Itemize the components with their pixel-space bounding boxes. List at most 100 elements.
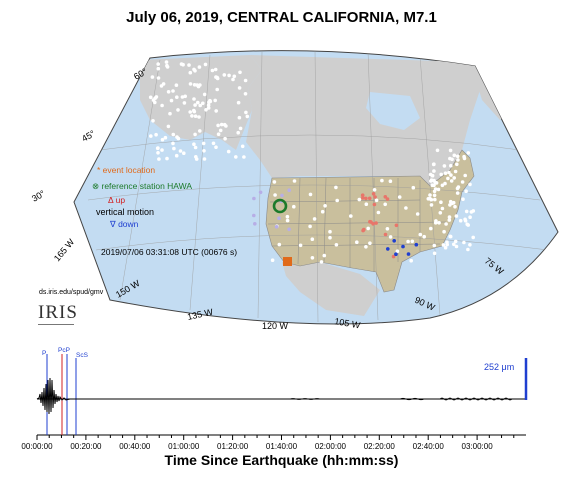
station-dot (310, 255, 315, 260)
station-dot (429, 197, 434, 202)
station-dot (157, 157, 161, 161)
station-dot (197, 65, 202, 69)
station-dot (222, 73, 227, 77)
station-dot (192, 142, 196, 146)
station-dot (148, 95, 153, 100)
station-dot (442, 229, 446, 234)
station-dot (174, 153, 179, 158)
station-dot (182, 151, 186, 155)
station-dot (406, 252, 411, 256)
station-dot (383, 202, 388, 207)
station-dot (175, 95, 179, 99)
station-dot (468, 243, 472, 247)
station-dot (428, 193, 432, 197)
station-dot (223, 136, 227, 141)
station-dot (391, 254, 396, 259)
event-location-marker (283, 257, 292, 266)
station-dot (202, 149, 206, 153)
station-dot (208, 98, 212, 103)
station-dot (456, 158, 460, 162)
iris-logo: IRIS (38, 302, 78, 323)
station-dot (312, 217, 317, 221)
station-dot (258, 190, 263, 195)
station-dot (180, 95, 185, 99)
station-dot (372, 188, 377, 192)
lat-label-30: 30° (30, 188, 47, 204)
legend-down: ∇ down (110, 219, 138, 230)
station-dot (429, 203, 434, 207)
station-dot (206, 103, 211, 107)
time-tick-label: 00:20:00 (70, 442, 102, 450)
station-dot (464, 189, 468, 193)
station-dot (214, 109, 218, 113)
station-dot (243, 92, 248, 96)
station-dot (308, 224, 312, 229)
station-dot (455, 162, 459, 167)
station-dot (361, 196, 365, 200)
station-dot (434, 219, 438, 223)
station-dot (366, 226, 371, 231)
legend-up-label: up (115, 195, 126, 205)
station-dot (367, 196, 372, 201)
station-dot (447, 218, 452, 222)
station-dot (193, 103, 197, 107)
station-dot (308, 192, 313, 197)
station-dot (422, 234, 427, 239)
station-dot (216, 132, 221, 136)
station-dot (448, 148, 453, 153)
station-dot (380, 178, 384, 183)
station-dot (323, 204, 327, 208)
station-dot (364, 196, 368, 201)
station-dot (453, 169, 458, 174)
station-dot (439, 200, 443, 204)
triangle-up-icon: Δ (108, 195, 114, 205)
station-dot (461, 197, 465, 201)
station-dot (156, 66, 161, 71)
station-dot (149, 134, 153, 138)
seismogram-surface-waves (289, 397, 513, 401)
station-dot (211, 141, 216, 146)
time-tick-label: 01:40:00 (266, 442, 298, 450)
time-tick-label: 03:00:00 (462, 442, 494, 450)
station-dot (181, 62, 185, 67)
station-dot (193, 132, 197, 137)
station-dot (453, 204, 457, 209)
station-dot (429, 178, 434, 182)
station-dot (447, 215, 452, 219)
station-dot (218, 128, 223, 133)
station-dot (364, 202, 369, 206)
station-dot (214, 145, 218, 149)
station-dot (236, 100, 241, 105)
station-dot (193, 114, 198, 118)
station-dot (449, 163, 453, 168)
station-dot (166, 90, 171, 94)
station-dot (383, 232, 388, 237)
station-dot (454, 214, 459, 218)
lon-label-105: 105 W (334, 316, 362, 330)
station-dot (430, 173, 435, 178)
station-dot (226, 149, 231, 154)
station-dot (374, 221, 378, 225)
station-dot (277, 216, 281, 220)
station-dot (455, 154, 460, 159)
station-dot (176, 108, 180, 112)
station-dot (436, 187, 441, 192)
station-dot (429, 226, 433, 231)
hudson-bay (366, 92, 420, 130)
station-dot (368, 241, 372, 245)
station-dot (449, 179, 454, 183)
station-dot (188, 82, 193, 86)
station-dot (196, 84, 201, 89)
station-dot (395, 249, 400, 253)
station-dot (222, 122, 227, 127)
station-dot (253, 222, 257, 226)
station-dot (432, 251, 437, 256)
time-tick-label: 00:00:00 (21, 442, 53, 450)
time-axis-label: Time Since Earthquake (hh:mm:ss) (164, 452, 399, 468)
station-dot (468, 182, 472, 187)
station-dot (171, 132, 176, 137)
station-dot (440, 206, 445, 211)
station-dot (453, 239, 458, 244)
station-dot (443, 245, 448, 250)
station-dot (169, 98, 174, 103)
